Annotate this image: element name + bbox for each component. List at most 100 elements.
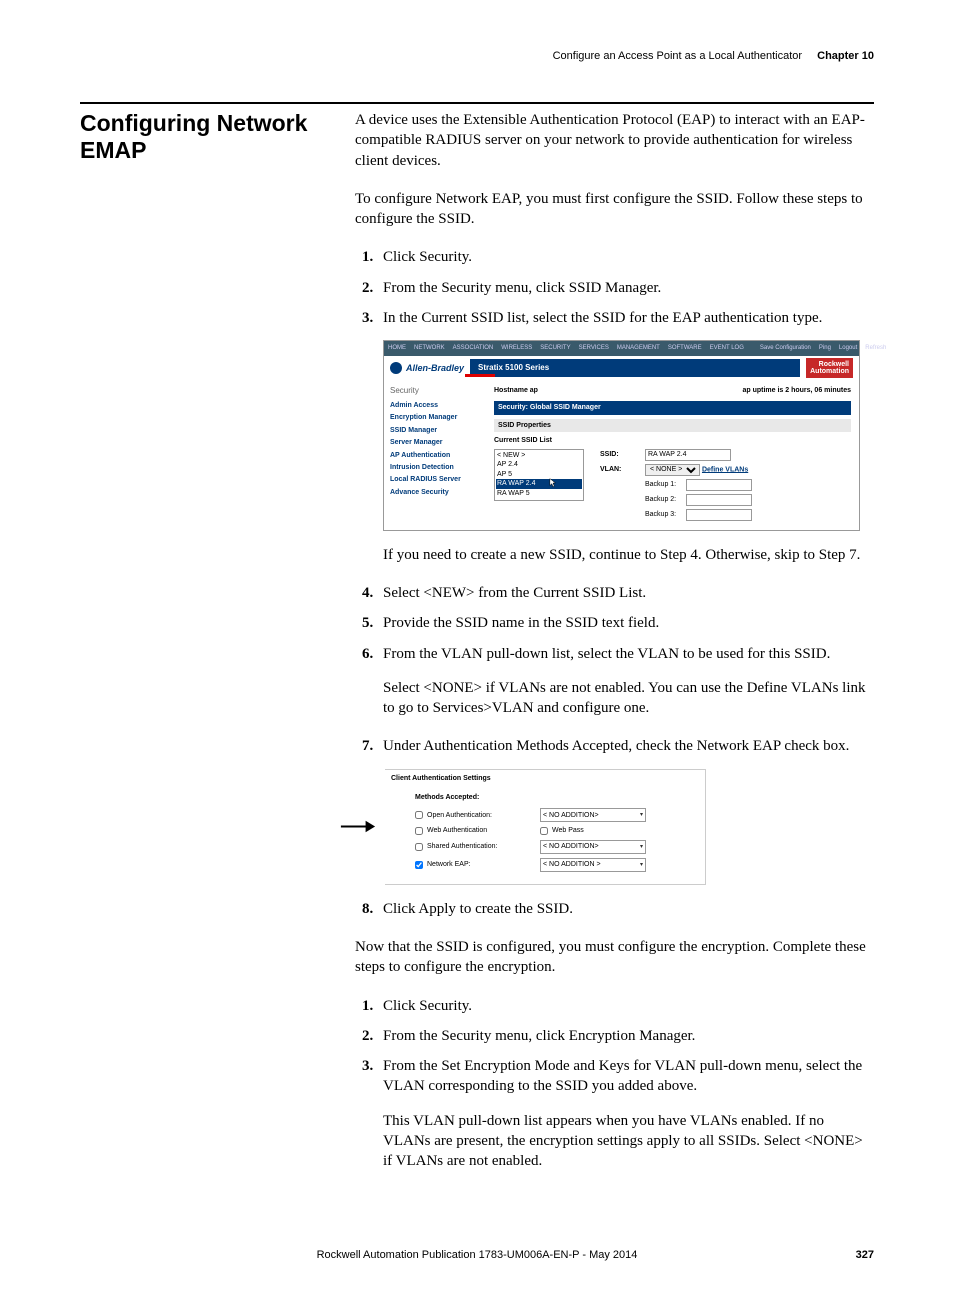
enc-step-1: Click Security. xyxy=(377,996,874,1016)
backup2-input[interactable] xyxy=(686,494,752,506)
sidebar-server-manager[interactable]: Server Manager xyxy=(390,438,480,447)
running-header-title: Configure an Access Point as a Local Aut… xyxy=(553,50,803,62)
brand-bar: Allen-Bradley Stratix 5100 Series Rockwe… xyxy=(384,356,859,380)
sidebar-encryption-manager[interactable]: Encryption Manager xyxy=(390,413,480,422)
shared-auth-checkbox[interactable] xyxy=(415,843,423,851)
tab-association[interactable]: ASSOCIATION xyxy=(453,344,494,352)
step-6-text: From the VLAN pull-down list, select the… xyxy=(383,646,830,662)
enc-step-3-followup: This VLAN pull-down list appears when yo… xyxy=(383,1111,874,1172)
ssid-option[interactable]: AP 5 xyxy=(496,470,582,479)
steps-list-2: Click Security. From the Security menu, … xyxy=(355,996,874,1172)
mid-para: Now that the SSID is configured, you mus… xyxy=(355,937,874,978)
link-save-config[interactable]: Save Configuration xyxy=(760,344,811,352)
vlan-select[interactable]: < NONE > xyxy=(645,464,700,476)
security-sidebar: Security Admin Access Encryption Manager… xyxy=(384,380,486,530)
tab-management[interactable]: MANAGEMENT xyxy=(617,344,660,352)
tab-security[interactable]: SECURITY xyxy=(540,344,570,352)
screenshot-auth-settings: Client Authentication Settings Methods A… xyxy=(385,769,706,885)
web-auth-label: Web Authentication xyxy=(427,826,487,835)
brand-text: Allen-Bradley xyxy=(406,362,464,374)
ssid-option-selected[interactable]: RA WAP 2.4 xyxy=(496,479,582,488)
tab-wireless[interactable]: WIRELESS xyxy=(501,344,532,352)
sidebar-heading: Security xyxy=(390,386,480,397)
backup1-input[interactable] xyxy=(686,479,752,491)
auth-panel-heading: Client Authentication Settings xyxy=(385,770,705,787)
backup3-label: Backup 3: xyxy=(645,510,676,519)
methods-accepted-label: Methods Accepted: xyxy=(415,793,685,802)
arrow-icon xyxy=(339,817,377,836)
sidebar-advance-security[interactable]: Advance Security xyxy=(390,488,480,497)
network-eap-checkbox[interactable] xyxy=(415,861,423,869)
current-ssid-label: Current SSID List xyxy=(494,436,851,445)
ssid-option-new[interactable]: < NEW > xyxy=(496,451,582,460)
hostname-label: Hostname ap xyxy=(494,386,538,395)
ssid-listbox[interactable]: < NEW > AP 2.4 AP 5 RA WAP 2.4 RA WAP 5 xyxy=(494,449,584,501)
sidebar-ssid-manager[interactable]: SSID Manager xyxy=(390,426,480,435)
open-auth-label: Open Authentication: xyxy=(427,811,492,820)
allen-bradley-logo-icon xyxy=(390,362,402,374)
header-rule xyxy=(80,102,874,104)
step-3-text: In the Current SSID list, select the SSI… xyxy=(383,310,822,326)
step-6: From the VLAN pull-down list, select the… xyxy=(377,644,874,719)
step-8: Click Apply to create the SSID. xyxy=(377,899,874,919)
link-ping[interactable]: Ping xyxy=(819,344,831,352)
nav-tabs: HOME NETWORK ASSOCIATION WIRELESS SECURI… xyxy=(384,341,859,356)
enc-step-3: From the Set Encryption Mode and Keys fo… xyxy=(377,1056,874,1171)
step-6-followup: Select <NONE> if VLANs are not enabled. … xyxy=(383,678,874,719)
backup1-label: Backup 1: xyxy=(645,480,676,489)
intro-para-2: To configure Network EAP, you must first… xyxy=(355,189,874,230)
chapter-label: Chapter 10 xyxy=(817,50,874,62)
web-pass-label: Web Pass xyxy=(552,826,584,835)
ssid-option[interactable]: AP 2.4 xyxy=(496,460,582,469)
step-4: Select <NEW> from the Current SSID List. xyxy=(377,583,874,603)
ssid-field-label: SSID: xyxy=(600,450,635,459)
network-eap-select[interactable]: < NO ADDITION > xyxy=(540,858,646,872)
tab-software[interactable]: SOFTWARE xyxy=(668,344,702,352)
cursor-icon xyxy=(549,478,557,488)
step-7-text: Under Authentication Methods Accepted, c… xyxy=(383,738,849,754)
network-eap-label: Network EAP: xyxy=(427,860,471,869)
step-5: Provide the SSID name in the SSID text f… xyxy=(377,613,874,633)
link-logout[interactable]: Logout xyxy=(839,344,857,352)
define-vlans-link[interactable]: Define VLANs xyxy=(702,466,748,473)
backup2-label: Backup 2: xyxy=(645,495,676,504)
enc-step-2: From the Security menu, click Encryption… xyxy=(377,1026,874,1046)
backup3-input[interactable] xyxy=(686,509,752,521)
publication-id: Rockwell Automation Publication 1783-UM0… xyxy=(120,1249,834,1261)
link-refresh[interactable]: Refresh xyxy=(865,344,886,352)
sidebar-ap-authentication[interactable]: AP Authentication xyxy=(390,451,480,460)
intro-para-1: A device uses the Extensible Authenticat… xyxy=(355,110,874,171)
enc-step-3-text: From the Set Encryption Mode and Keys fo… xyxy=(383,1058,862,1094)
ssid-input[interactable] xyxy=(645,449,731,461)
web-auth-checkbox[interactable] xyxy=(415,827,423,835)
sidebar-local-radius[interactable]: Local RADIUS Server xyxy=(390,475,480,484)
tab-network[interactable]: NETWORK xyxy=(414,344,445,352)
open-auth-checkbox[interactable] xyxy=(415,811,423,819)
shared-auth-label: Shared Authentication: xyxy=(427,842,497,851)
panel-subtitle: SSID Properties xyxy=(494,419,851,432)
steps-list-1: Click Security. From the Security menu, … xyxy=(355,247,874,919)
product-title: Stratix 5100 Series xyxy=(470,359,800,378)
figure-ssid-manager: HOME NETWORK ASSOCIATION WIRELESS SECURI… xyxy=(383,340,874,531)
running-header: Configure an Access Point as a Local Aut… xyxy=(80,50,874,62)
step-3-followup: If you need to create a new SSID, contin… xyxy=(383,545,874,565)
step-3: In the Current SSID list, select the SSI… xyxy=(377,308,874,565)
tab-services[interactable]: SERVICES xyxy=(579,344,609,352)
tab-home[interactable]: HOME xyxy=(388,344,406,352)
ssid-option[interactable]: RA WAP 5 xyxy=(496,489,582,498)
sidebar-admin-access[interactable]: Admin Access xyxy=(390,401,480,410)
rockwell-logo: RockwellAutomation xyxy=(806,358,853,378)
step-7: Under Authentication Methods Accepted, c… xyxy=(377,736,874,885)
screenshot-ssid-manager: HOME NETWORK ASSOCIATION WIRELESS SECURI… xyxy=(383,340,860,531)
web-pass-checkbox[interactable] xyxy=(540,827,548,835)
panel-title: Security: Global SSID Manager xyxy=(494,401,851,414)
shared-auth-select[interactable]: < NO ADDITION> xyxy=(540,840,646,854)
tab-event-log[interactable]: EVENT LOG xyxy=(710,344,744,352)
page-footer: Rockwell Automation Publication 1783-UM0… xyxy=(80,1249,874,1261)
open-auth-select[interactable]: < NO ADDITION> xyxy=(540,808,646,822)
section-heading: Configuring Network EMAP xyxy=(80,110,325,164)
figure-auth-settings: Client Authentication Settings Methods A… xyxy=(383,769,874,885)
sidebar-intrusion-detection[interactable]: Intrusion Detection xyxy=(390,463,480,472)
vlan-field-label: VLAN: xyxy=(600,465,635,474)
uptime-text: ap uptime is 2 hours, 06 minutes xyxy=(742,386,851,395)
